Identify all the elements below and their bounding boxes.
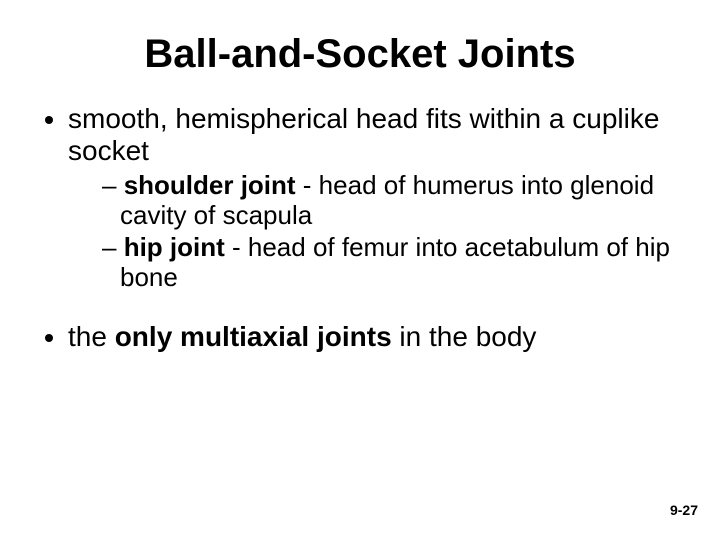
- bullet-2-pre: the: [68, 321, 115, 352]
- bullet-1-text: smooth, hemispherical head fits within a…: [68, 103, 659, 166]
- bullet-2: the only multiaxial joints in the body: [68, 321, 690, 353]
- bullet-2-bold: only multiaxial joints: [115, 321, 392, 352]
- slide: Ball-and-Socket Joints smooth, hemispher…: [0, 0, 720, 540]
- slide-title: Ball-and-Socket Joints: [0, 0, 720, 85]
- dash-icon: –: [102, 170, 124, 200]
- sub-list: – shoulder joint - head of humerus into …: [68, 171, 690, 293]
- sub-bullet-2-bold: hip joint: [124, 232, 225, 262]
- dash-icon: –: [102, 232, 124, 262]
- bullet-list: smooth, hemispherical head fits within a…: [30, 103, 690, 293]
- sub-bullet-1-bold: shoulder joint: [124, 170, 296, 200]
- bullet-list-2: the only multiaxial joints in the body: [30, 321, 690, 353]
- slide-body: smooth, hemispherical head fits within a…: [0, 85, 720, 353]
- sub-bullet-2: – hip joint - head of femur into acetabu…: [102, 233, 690, 293]
- bullet-2-post: in the body: [392, 321, 537, 352]
- page-number: 9-27: [670, 502, 698, 518]
- spacer: [30, 303, 690, 321]
- bullet-1: smooth, hemispherical head fits within a…: [68, 103, 690, 293]
- sub-bullet-1: – shoulder joint - head of humerus into …: [102, 171, 690, 231]
